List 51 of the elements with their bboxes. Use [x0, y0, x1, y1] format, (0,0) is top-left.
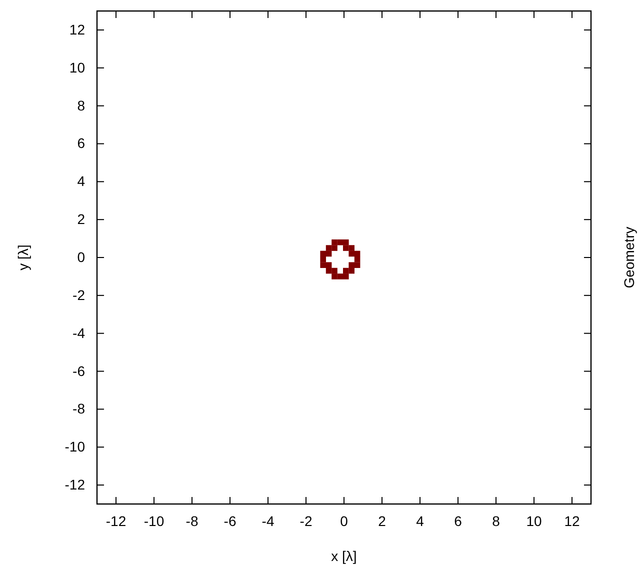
point	[343, 245, 349, 251]
point	[343, 239, 349, 246]
point	[337, 274, 344, 280]
x-axis-title: x [λ]	[331, 548, 357, 564]
point	[326, 245, 332, 251]
y-axis-title: y [λ]	[15, 244, 31, 270]
point	[337, 239, 344, 246]
y-tick-label: 2	[77, 211, 86, 228]
x-tick-label: -8	[186, 512, 198, 529]
x-tick-label: 10	[526, 512, 542, 529]
point	[343, 268, 349, 274]
point	[348, 245, 354, 251]
y-tick-label: -2	[72, 286, 86, 303]
text: Geometry	[621, 226, 637, 288]
x-tick-label: 0	[340, 512, 348, 529]
x-tick-label: 2	[378, 512, 386, 529]
x-tick-label: 6	[454, 512, 462, 529]
x-tick-label: -10	[144, 512, 164, 529]
point	[326, 262, 332, 268]
x-tick-label: -6	[224, 512, 236, 529]
point	[320, 256, 326, 262]
y-tick-label: 6	[77, 135, 86, 152]
x-tick-label: 8	[492, 512, 500, 529]
y-tick-label: 0	[77, 248, 86, 265]
y-tick-label: 4	[77, 173, 86, 190]
point	[326, 268, 332, 274]
point	[348, 250, 354, 257]
x-tick-label: -12	[106, 512, 126, 529]
y-tick-label: -8	[72, 400, 86, 417]
y-tick-label: -12	[64, 476, 86, 493]
point	[348, 262, 354, 268]
x-tick-label: -4	[262, 512, 274, 529]
point	[343, 274, 349, 280]
point	[326, 250, 332, 257]
x-tick-label: -2	[300, 512, 312, 529]
x-tick-label: 4	[416, 512, 424, 529]
point	[332, 239, 338, 246]
x-tick-label: 12	[564, 512, 580, 529]
y-tick-label: -4	[72, 324, 86, 341]
point	[354, 256, 360, 262]
y-tick-label: -6	[72, 362, 86, 379]
point	[332, 245, 338, 251]
point	[348, 268, 354, 274]
point	[332, 268, 338, 274]
point	[354, 262, 360, 268]
y-tick-label: 12	[69, 21, 86, 38]
y-tick-label: 10	[69, 59, 86, 76]
point	[320, 262, 326, 268]
y-tick-label: -10	[64, 438, 86, 455]
y-tick-label: 8	[77, 97, 86, 114]
point	[332, 274, 338, 280]
